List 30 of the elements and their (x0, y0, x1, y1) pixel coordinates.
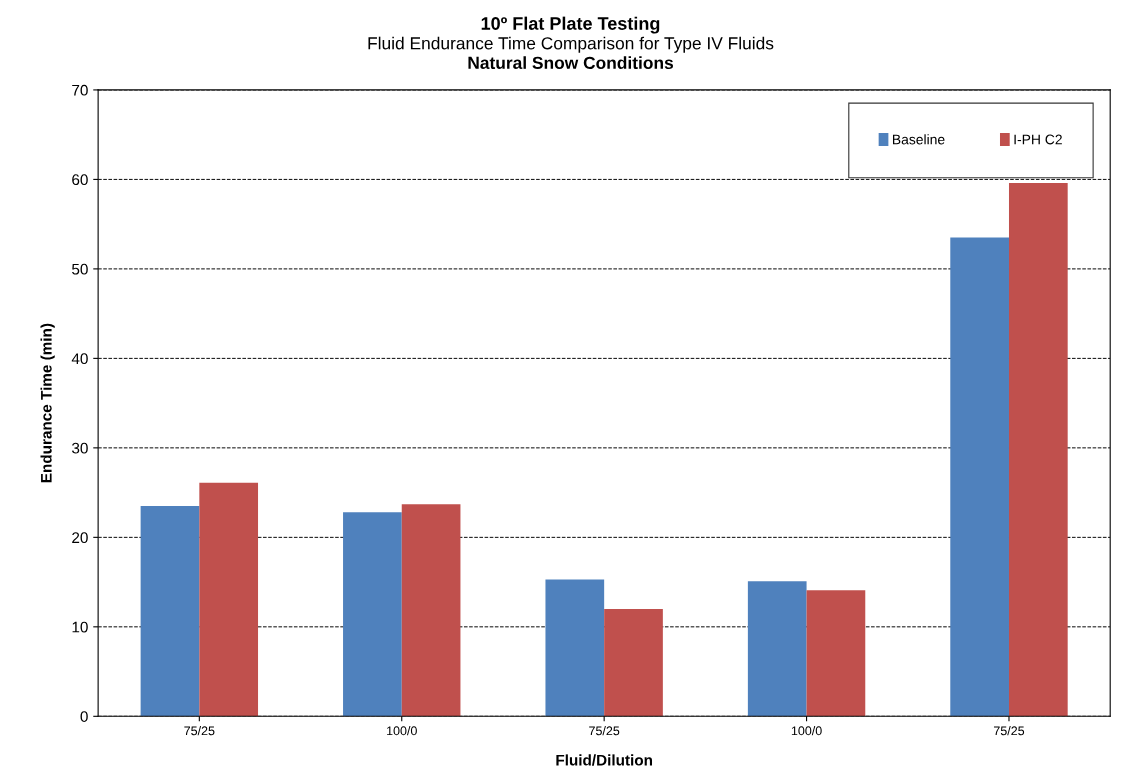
x-tick-label: 100/0 (791, 726, 822, 736)
bar (806, 590, 866, 717)
x-tick-label: 75/25 (993, 726, 1025, 736)
bar (199, 482, 259, 717)
y-tick-label: 40 (71, 353, 88, 365)
y-tick-label: 0 (80, 711, 88, 722)
bar (401, 504, 461, 717)
bar (950, 237, 1009, 717)
legend-label: Baseline (892, 134, 945, 145)
y-tick-label: 20 (72, 532, 88, 544)
x-tick-label: 75/25 (184, 726, 215, 736)
x-tick-label: 75/25 (589, 726, 620, 736)
chart-subtitle: Fluid Endurance Time Comparison for Type IV Fluids (368, 36, 774, 53)
x-axis-title: Fluid/Dilution (556, 754, 653, 766)
y-tick-label: 10 (72, 621, 88, 633)
bar (604, 608, 663, 717)
y-tick-label: 30 (71, 442, 88, 454)
text: Natural Snow Conditions (468, 56, 673, 69)
bar (747, 581, 807, 717)
bar (1008, 182, 1068, 717)
y-tick-label: 70 (72, 84, 88, 96)
y-tick-label: 50 (72, 263, 88, 275)
bar (343, 512, 402, 717)
x-tick-label: 100/0 (387, 726, 417, 736)
y-tick-label: 60 (72, 174, 88, 186)
bar (545, 579, 605, 717)
legend-label: I-PH C2 (1014, 134, 1062, 145)
y-axis-title: Endurance Time (min) (40, 323, 55, 483)
chart-title: 10º Flat Plate Testing (481, 16, 660, 34)
bar (140, 506, 200, 717)
